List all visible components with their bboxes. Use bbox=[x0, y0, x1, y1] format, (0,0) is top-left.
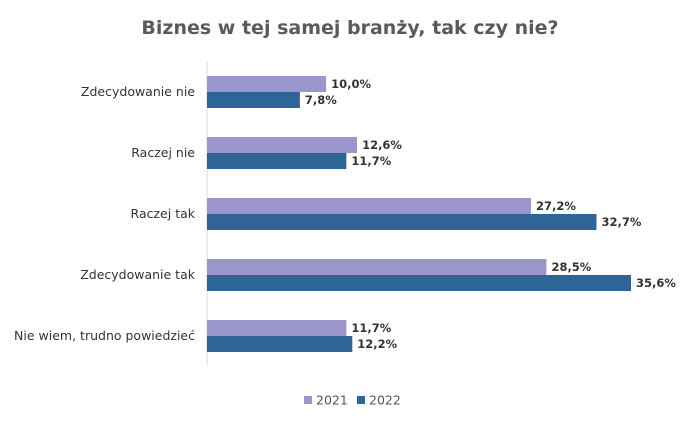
bar-2022-4 bbox=[207, 336, 353, 352]
category-label: Raczej tak bbox=[131, 206, 196, 221]
data-label: 12,6% bbox=[362, 138, 402, 152]
data-label: 28,5% bbox=[551, 260, 591, 274]
bar-2021-2 bbox=[207, 198, 531, 214]
legend: 2021 2022 bbox=[304, 393, 401, 408]
data-label: 32,7% bbox=[601, 215, 641, 229]
bar-2022-0 bbox=[207, 92, 300, 108]
bar-2022-1 bbox=[207, 153, 347, 169]
bar-2022-3 bbox=[207, 275, 631, 291]
bar-2021-3 bbox=[207, 259, 547, 275]
data-label: 12,2% bbox=[357, 337, 397, 351]
category-label: Zdecydowanie tak bbox=[80, 267, 196, 282]
legend-swatch-2022 bbox=[357, 396, 365, 404]
bar-2021-1 bbox=[207, 137, 358, 153]
data-label: 27,2% bbox=[536, 199, 576, 213]
data-label: 11,7% bbox=[351, 154, 391, 168]
bar-2021-0 bbox=[207, 76, 327, 92]
bar-2022-2 bbox=[207, 214, 597, 230]
legend-label-2022: 2022 bbox=[369, 393, 401, 408]
category-label: Zdecydowanie nie bbox=[81, 84, 195, 99]
legend-label-2021: 2021 bbox=[316, 393, 348, 408]
category-label: Nie wiem, trudno powiedzieć bbox=[14, 328, 195, 343]
category-label: Raczej nie bbox=[131, 145, 195, 160]
data-label: 11,7% bbox=[351, 321, 391, 335]
data-label: 10,0% bbox=[331, 77, 371, 91]
bar-2021-4 bbox=[207, 320, 347, 336]
bars-group: Zdecydowanie nie 10,0% 7,8% Raczej nie 12,6%… bbox=[14, 76, 676, 352]
legend-swatch-2021 bbox=[304, 396, 312, 404]
chart-title: Biznes w tej samej branży, tak czy nie? bbox=[141, 17, 558, 39]
data-label: 35,6% bbox=[636, 276, 676, 290]
data-label: 7,8% bbox=[305, 93, 337, 107]
